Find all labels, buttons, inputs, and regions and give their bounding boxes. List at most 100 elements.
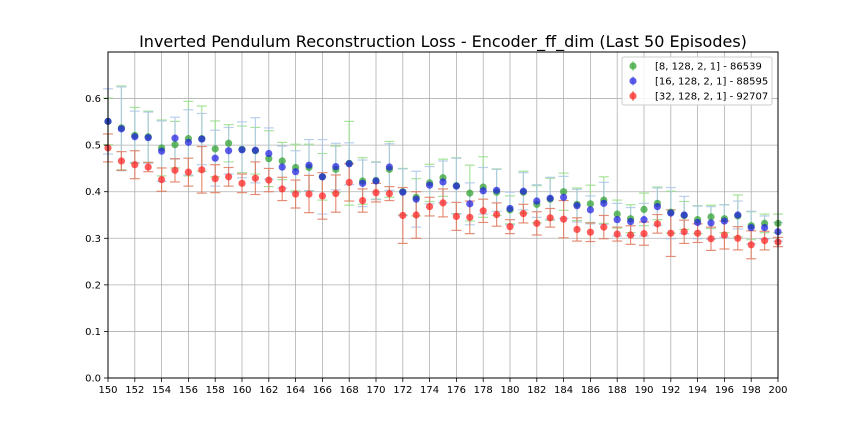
data-point [640,205,648,214]
data-point [211,154,219,162]
data-point [332,162,340,171]
legend-label: [8, 128, 2, 1] - 86539 [655,62,762,73]
data-point [412,211,420,219]
data-point [265,176,273,184]
data-point [640,230,648,238]
data-point [131,161,139,169]
data-point [680,228,688,236]
data-point [359,196,367,205]
points-series-3 [104,144,782,249]
data-point [761,237,769,245]
y-tick-label: 0.0 [85,374,101,385]
data-point [479,187,487,195]
data-point [694,229,702,237]
data-point [144,134,152,142]
x-tick-label: 176 [447,385,466,396]
data-point [305,190,313,198]
y-tick-label: 0.2 [85,280,101,291]
data-point [198,135,206,143]
x-tick-label: 156 [179,385,198,396]
data-point [747,223,755,232]
x-tick-label: 164 [286,385,305,396]
data-point [466,213,474,221]
data-point [439,199,447,207]
data-point [359,179,367,187]
data-point [493,186,501,194]
data-point [426,181,434,189]
data-point [238,179,246,187]
x-axis: 150 152 154 156 158 160 162 164 166 168 170 172 174 1… [98,378,788,396]
data-point [573,202,581,210]
data-point [613,210,621,218]
data-point [278,157,286,165]
data-point [479,207,487,215]
data-point [560,188,568,196]
data-point [546,194,554,202]
data-point [560,193,568,201]
data-point [747,241,755,249]
legend-label: [16, 128, 2, 1] - 88595 [655,77,768,88]
x-tick-label: 158 [206,385,225,396]
error-bars [103,85,783,260]
data-point [653,220,662,228]
data-point [613,230,621,238]
data-point [734,211,742,219]
data-point [720,217,729,225]
data-point [332,189,340,198]
data-point [318,173,326,181]
data-point [586,200,595,208]
data-point [627,217,635,226]
data-point [292,190,300,198]
data-point [292,168,300,176]
data-point [519,187,528,195]
x-tick-label: 168 [340,385,359,396]
data-point [519,210,528,218]
data-point [318,192,326,200]
data-point [680,211,688,219]
x-tick-label: 160 [232,385,251,396]
data-point [734,234,742,242]
data-point [184,138,192,146]
data-point [720,231,729,239]
data-point [305,161,313,169]
data-point [372,189,380,197]
y-tick-label: 0.5 [85,141,101,152]
legend-label: [32, 128, 2, 1] - 92707 [655,92,768,103]
x-tick-label: 178 [474,385,493,396]
data-point [640,216,648,224]
data-point [452,182,460,190]
data-point [225,139,233,147]
data-point [184,168,192,176]
data-point [694,218,702,227]
data-point [278,163,286,171]
error-bars-series-3 [103,133,783,260]
x-tick-label: 180 [500,385,519,396]
x-tick-label: 198 [742,385,761,396]
x-tick-label: 196 [715,385,734,396]
data-points [104,117,782,249]
data-point [653,203,662,211]
y-axis: 0.0 0.1 0.2 0.3 0.4 0.5 0.6 [85,94,108,385]
x-tick-label: 152 [125,385,144,396]
data-point [707,219,715,227]
data-point [533,219,541,227]
data-point [506,223,514,231]
data-point [171,134,179,142]
data-point [238,146,246,154]
data-point [533,197,541,205]
y-tick-label: 0.4 [85,187,101,198]
legend-box [621,56,773,106]
data-point [225,147,233,155]
legend-marker [629,62,637,70]
data-point [399,188,407,196]
x-tick-label: 192 [661,385,680,396]
data-point [546,214,554,222]
data-point [278,185,286,193]
data-point [573,225,581,234]
data-point [667,229,675,237]
x-tick-label: 184 [554,385,573,396]
data-point [158,147,166,155]
data-point [345,178,353,186]
data-point [211,145,219,153]
data-point [426,203,434,211]
